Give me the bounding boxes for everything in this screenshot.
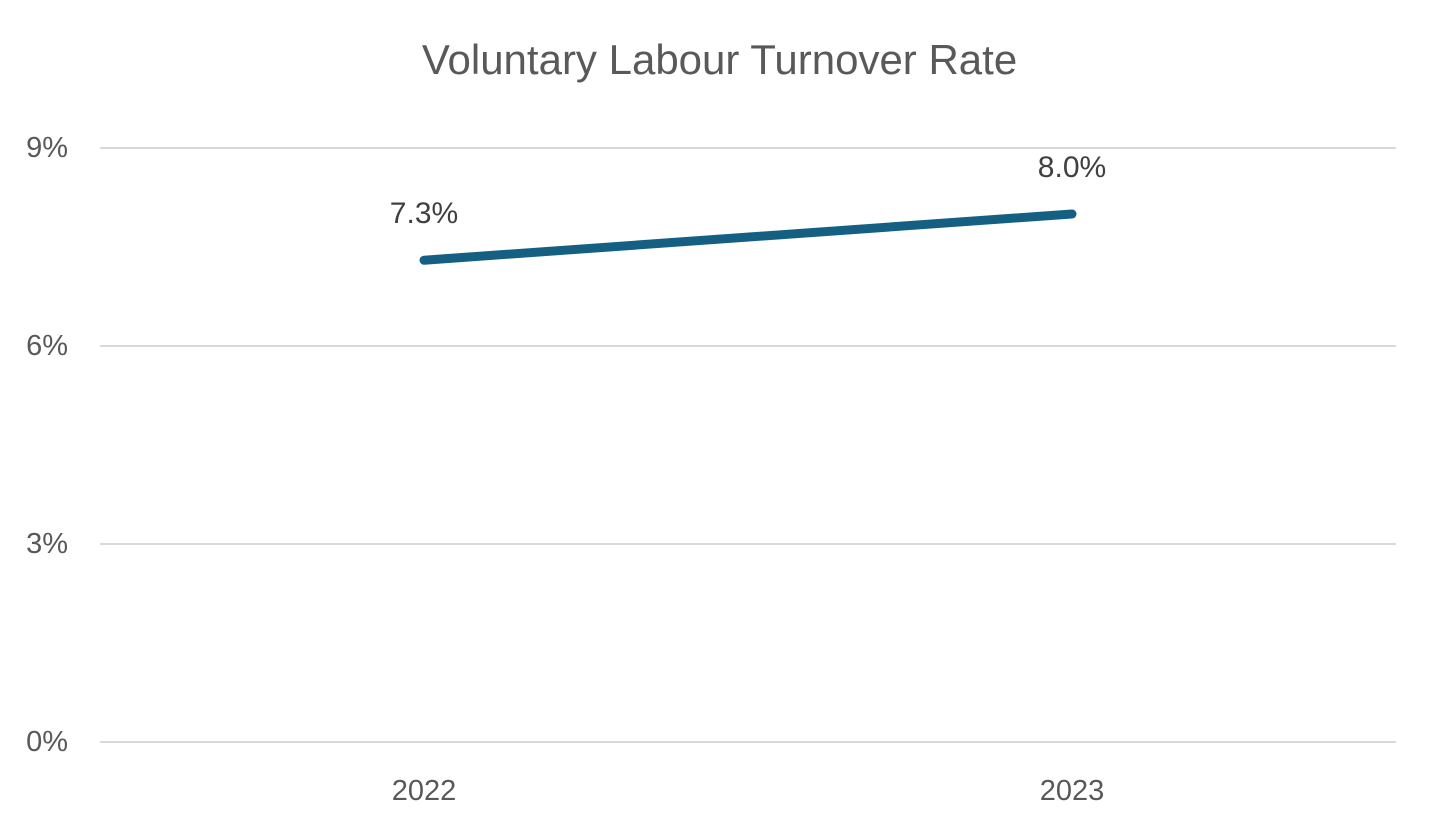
series-line: [419, 209, 1077, 265]
chart-title: Voluntary Labour Turnover Rate: [421, 36, 1018, 83]
data-label: 8.0%: [1038, 151, 1106, 184]
y-axis-tick-label: 0%: [26, 726, 68, 758]
y-axis-tick-label: 3%: [26, 528, 68, 560]
data-label: 7.3%: [390, 197, 458, 230]
x-axis-tick-label: 2023: [1040, 775, 1105, 807]
y-axis-tick-label: 6%: [26, 330, 68, 362]
x-axis-tick-label: 2022: [392, 775, 457, 807]
y-axis-tick-label: 9%: [26, 132, 68, 164]
